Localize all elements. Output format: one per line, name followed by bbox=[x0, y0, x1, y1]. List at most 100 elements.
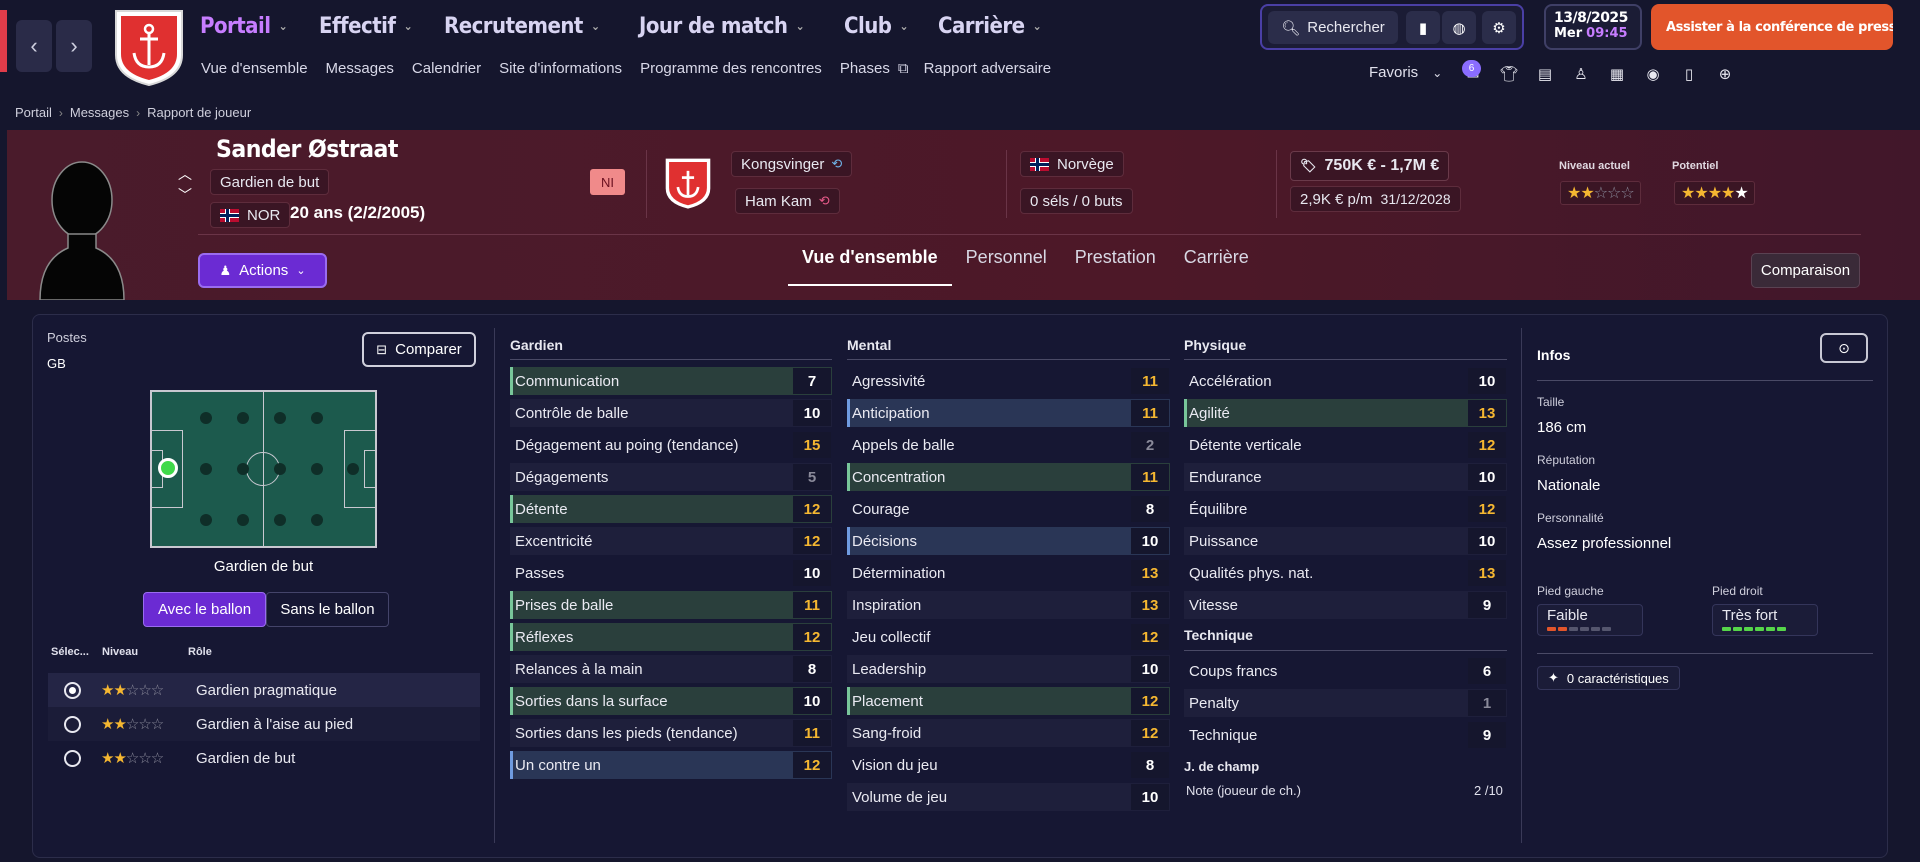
nav-carriere[interactable]: Carrière ⌄ bbox=[937, 13, 1042, 39]
attribute-row[interactable]: Décisions 10 bbox=[847, 527, 1170, 555]
report-icon[interactable]: ▯ bbox=[1684, 66, 1694, 83]
attribute-row[interactable]: Détente 12 bbox=[510, 495, 832, 523]
nation-tag[interactable]: NOR bbox=[210, 202, 291, 228]
attribute-row[interactable]: Contrôle de balle 10 bbox=[510, 399, 832, 427]
value-tag[interactable]: 🏷︎ 750K € - 1,7M € bbox=[1290, 151, 1450, 181]
attribute-row[interactable]: Sorties dans la surface 10 bbox=[510, 687, 832, 715]
crumb-portail[interactable]: Portail bbox=[15, 105, 52, 120]
attribute-row[interactable]: Un contre un 12 bbox=[510, 751, 832, 779]
nationality-tag[interactable]: Norvège bbox=[1020, 151, 1124, 177]
world-icon[interactable]: ⊕ bbox=[1718, 66, 1732, 83]
next-player-icon[interactable]: ﹀ bbox=[178, 187, 192, 203]
search-button[interactable]: 🔍︎ Rechercher bbox=[1268, 11, 1398, 44]
actions-button[interactable]: ♟ Actions ⌄ bbox=[198, 253, 327, 288]
prev-player-icon[interactable]: ︿ bbox=[178, 166, 192, 182]
date-box[interactable]: 13/8/2025 Mer 09:45 bbox=[1544, 4, 1642, 50]
attribute-value: 12 bbox=[1131, 624, 1169, 650]
tab-performance[interactable]: Prestation bbox=[1074, 247, 1156, 267]
tab-overview[interactable]: Vue d'ensemble bbox=[788, 247, 952, 286]
tab-personal[interactable]: Personnel bbox=[965, 247, 1047, 267]
compare-button[interactable]: ⊟ Comparer bbox=[362, 332, 476, 367]
nav-effectif[interactable]: Effectif ⌄ bbox=[318, 13, 413, 39]
subnav-fixtures[interactable]: Programme des rencontres bbox=[640, 60, 822, 77]
role-radio[interactable] bbox=[64, 749, 81, 767]
nav-recrutement[interactable]: Recrutement ⌄ bbox=[444, 13, 600, 39]
without-ball-toggle[interactable]: Sans le ballon bbox=[266, 592, 389, 627]
nav-jour-de-match[interactable]: Jour de match ⌄ bbox=[639, 13, 805, 39]
subnav-messages[interactable]: Messages bbox=[325, 60, 394, 77]
attribute-row[interactable]: Courage 8 bbox=[847, 495, 1170, 523]
role-radio[interactable] bbox=[64, 681, 81, 699]
shirt-icon[interactable]: 👕︎ bbox=[1499, 66, 1519, 83]
person-icon: ♟ bbox=[219, 262, 232, 278]
attribute-value: 12 bbox=[1468, 496, 1506, 522]
attribute-row[interactable]: Équilibre 12 bbox=[1184, 495, 1507, 523]
attribute-row[interactable]: Placement 12 bbox=[847, 687, 1170, 715]
role-row[interactable]: ★★☆☆☆ Gardien de but bbox=[48, 741, 480, 775]
attribute-row[interactable]: Agilité 13 bbox=[1184, 399, 1507, 427]
attribute-row[interactable]: Passes 10 bbox=[510, 559, 832, 587]
attribute-row[interactable]: Inspiration 13 bbox=[847, 591, 1170, 619]
clipboard-icon[interactable]: ▤ bbox=[1537, 66, 1553, 83]
role-row[interactable]: ★★☆☆☆ Gardien à l'aise au pied bbox=[48, 707, 480, 741]
globe-icon[interactable]: ◍ bbox=[1442, 11, 1476, 44]
with-ball-toggle[interactable]: Avec le ballon bbox=[143, 592, 266, 627]
finance-icon[interactable]: ◉ bbox=[1646, 66, 1660, 83]
attribute-row[interactable]: Penalty 1 bbox=[1184, 689, 1507, 717]
staff-icon[interactable]: ♙ bbox=[1574, 66, 1588, 83]
subnav-news[interactable]: Site d'informations bbox=[499, 60, 623, 77]
attribute-row[interactable]: Qualités phys. nat. 13 bbox=[1184, 559, 1507, 587]
traits-button[interactable]: ✦ 0 caractéristiques bbox=[1537, 666, 1680, 690]
attribute-row[interactable]: Agressivité 11 bbox=[847, 367, 1170, 395]
attribute-row[interactable]: Relances à la main 8 bbox=[510, 655, 832, 683]
favorites-dropdown[interactable]: Favoris ⌄ bbox=[1369, 64, 1443, 81]
attribute-row[interactable]: Dégagements 5 bbox=[510, 463, 832, 491]
attribute-row[interactable]: Sang-froid 12 bbox=[847, 719, 1170, 747]
scout-icon[interactable]: ⊙ bbox=[1820, 333, 1868, 363]
subnav-phases[interactable]: Phases ⧉ bbox=[839, 60, 909, 77]
role-row[interactable]: ★★☆☆☆ Gardien pragmatique bbox=[48, 673, 480, 707]
position-pitch[interactable] bbox=[150, 390, 377, 548]
club-tag[interactable]: Kongsvinger ⟲ bbox=[731, 151, 853, 177]
club-crest[interactable] bbox=[112, 7, 186, 87]
attribute-row[interactable]: Coups francs 6 bbox=[1184, 657, 1507, 685]
attribute-row[interactable]: Concentration 11 bbox=[847, 463, 1170, 491]
attribute-row[interactable]: Volume de jeu 10 bbox=[847, 783, 1170, 811]
back-button[interactable]: ‹ bbox=[16, 20, 52, 72]
attribute-row[interactable]: Puissance 10 bbox=[1184, 527, 1507, 555]
role-radio[interactable] bbox=[64, 715, 81, 733]
attribute-row[interactable]: Leadership 10 bbox=[847, 655, 1170, 683]
attribute-row[interactable]: Accélération 10 bbox=[1184, 367, 1507, 395]
attribute-row[interactable]: Excentricité 12 bbox=[510, 527, 832, 555]
attribute-row[interactable]: Anticipation 11 bbox=[847, 399, 1170, 427]
subnav-opponent[interactable]: Rapport adversaire bbox=[923, 60, 1052, 77]
nav-club[interactable]: Club ⌄ bbox=[844, 13, 909, 39]
bookmark-icon[interactable]: ▮ bbox=[1406, 11, 1440, 44]
forward-button[interactable]: › bbox=[56, 20, 92, 72]
subnav-calendar[interactable]: Calendrier bbox=[411, 60, 482, 77]
attribute-row[interactable]: Prises de balle 11 bbox=[510, 591, 832, 619]
attribute-row[interactable]: Détente verticale 12 bbox=[1184, 431, 1507, 459]
crumb-messages[interactable]: Messages bbox=[69, 105, 130, 120]
attribute-row[interactable]: Technique 9 bbox=[1184, 721, 1507, 749]
attribute-row[interactable]: Détermination 13 bbox=[847, 559, 1170, 587]
attribute-row[interactable]: Jeu collectif 12 bbox=[847, 623, 1170, 651]
calendar-icon[interactable]: ▦ bbox=[1609, 66, 1625, 83]
attribute-row[interactable]: Appels de balle 2 bbox=[847, 431, 1170, 459]
attribute-row[interactable]: Sorties dans les pieds (tendance) 11 bbox=[510, 719, 832, 747]
tab-career[interactable]: Carrière bbox=[1183, 247, 1249, 267]
gear-icon[interactable]: ⚙ bbox=[1482, 11, 1516, 44]
attribute-row[interactable]: Endurance 10 bbox=[1184, 463, 1507, 491]
loan-club-tag[interactable]: Ham Kam ⟲ bbox=[735, 188, 840, 214]
attribute-row[interactable]: Réflexes 12 bbox=[510, 623, 832, 651]
comparison-button[interactable]: Comparaison bbox=[1751, 253, 1860, 288]
nav-portail[interactable]: Portail ⌄ bbox=[200, 13, 288, 39]
club-crest-small[interactable] bbox=[663, 155, 713, 211]
search-icon: 🔍︎ bbox=[1281, 19, 1301, 37]
attribute-row[interactable]: Vitesse 9 bbox=[1184, 591, 1507, 619]
attribute-row[interactable]: Communication 7 bbox=[510, 367, 832, 395]
attribute-row[interactable]: Vision du jeu 8 bbox=[847, 751, 1170, 779]
subnav-overview[interactable]: Vue d'ensemble bbox=[201, 60, 308, 77]
attribute-row[interactable]: Dégagement au poing (tendance) 15 bbox=[510, 431, 832, 459]
press-conference-button[interactable]: Assister à la conférence de presse bbox=[1651, 4, 1893, 50]
